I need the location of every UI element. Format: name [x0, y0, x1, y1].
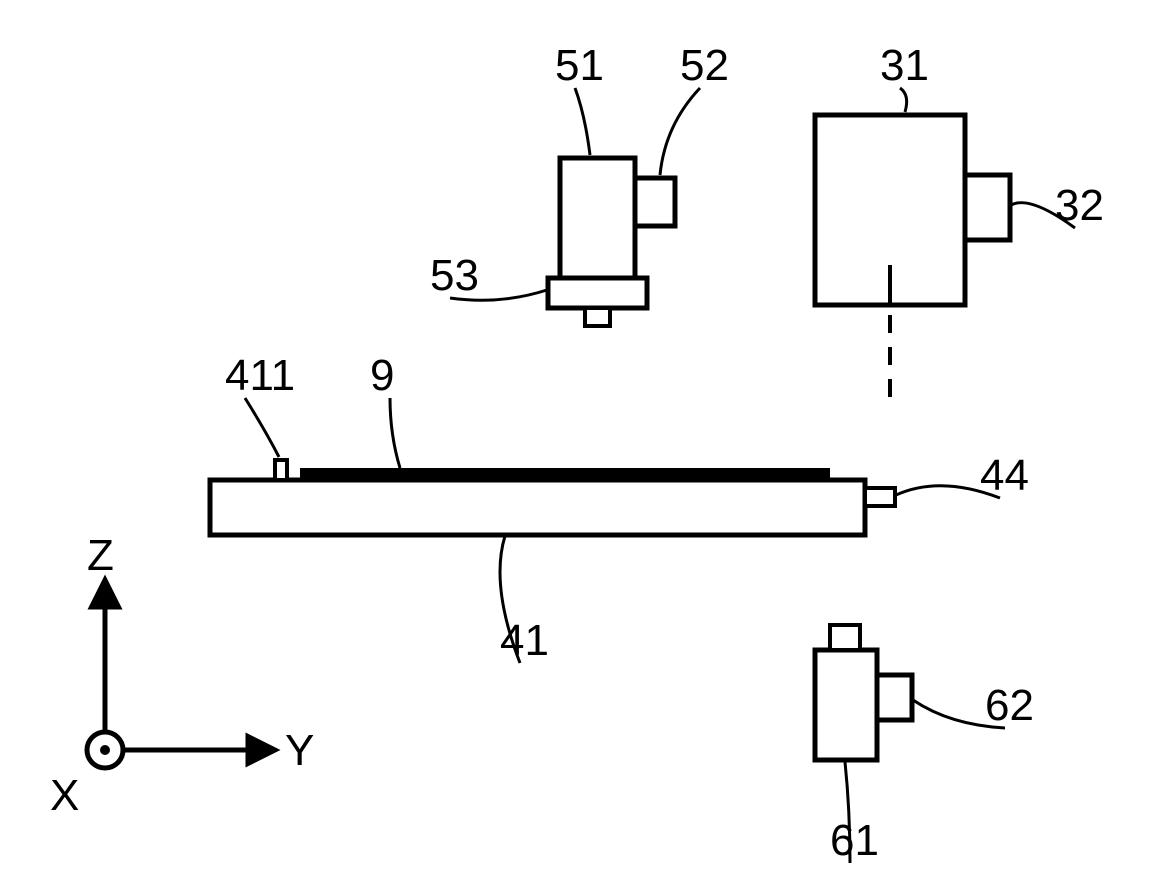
label-l62: 62: [985, 681, 1034, 730]
part-9: [300, 468, 830, 482]
label-l32: 32: [1055, 181, 1104, 230]
part-44: [865, 488, 895, 506]
leader-l9: [390, 398, 400, 468]
leader-l52: [660, 88, 700, 175]
axis-y-label: Y: [285, 726, 314, 775]
leader-l411: [245, 398, 279, 457]
label-l9: 9: [370, 351, 394, 400]
leader-l51: [575, 88, 590, 155]
axis-x-dot: [100, 745, 110, 755]
label-l52: 52: [680, 41, 729, 90]
label-l53: 53: [430, 251, 479, 300]
part-53: [548, 278, 647, 308]
label-l411: 411: [225, 351, 295, 400]
stage-41: [210, 480, 865, 535]
part-61-tip: [830, 625, 860, 650]
label-l44: 44: [980, 451, 1029, 500]
part-52: [635, 178, 675, 226]
part-411: [275, 460, 287, 480]
leader-l31: [900, 88, 907, 112]
label-l41: 41: [500, 616, 549, 665]
part-61: [815, 650, 877, 760]
part-32: [965, 175, 1010, 240]
part-51: [560, 158, 635, 278]
label-l61: 61: [830, 816, 879, 865]
part-62: [877, 675, 912, 720]
axis-x-label: X: [50, 771, 79, 820]
label-l51: 51: [555, 41, 604, 90]
label-l31: 31: [880, 41, 929, 90]
part-53-tip: [585, 308, 610, 326]
axis-z-label: Z: [87, 531, 114, 580]
